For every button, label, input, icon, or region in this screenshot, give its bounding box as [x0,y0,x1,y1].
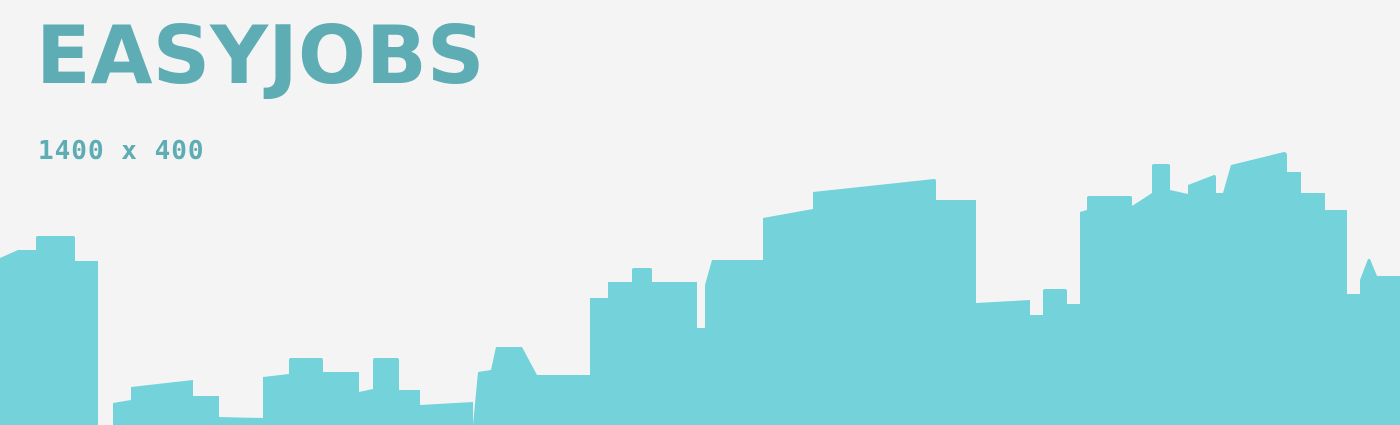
skyline-building-mid [590,268,705,425]
skyline-building-right-edge [1347,259,1400,425]
skyline-building-church [473,347,590,425]
skyline-building-low-1 [113,380,263,425]
brand-logo-text: EASYJOBS [36,9,485,102]
skyline-building-left [0,236,98,425]
placeholder-dimensions-label: 1400 x 400 [38,136,205,166]
skyline-building-tall-right [1080,152,1347,425]
skyline-building-low-2 [263,358,473,425]
skyline-building-connector [976,289,1080,425]
skyline-building-wide [705,179,976,425]
